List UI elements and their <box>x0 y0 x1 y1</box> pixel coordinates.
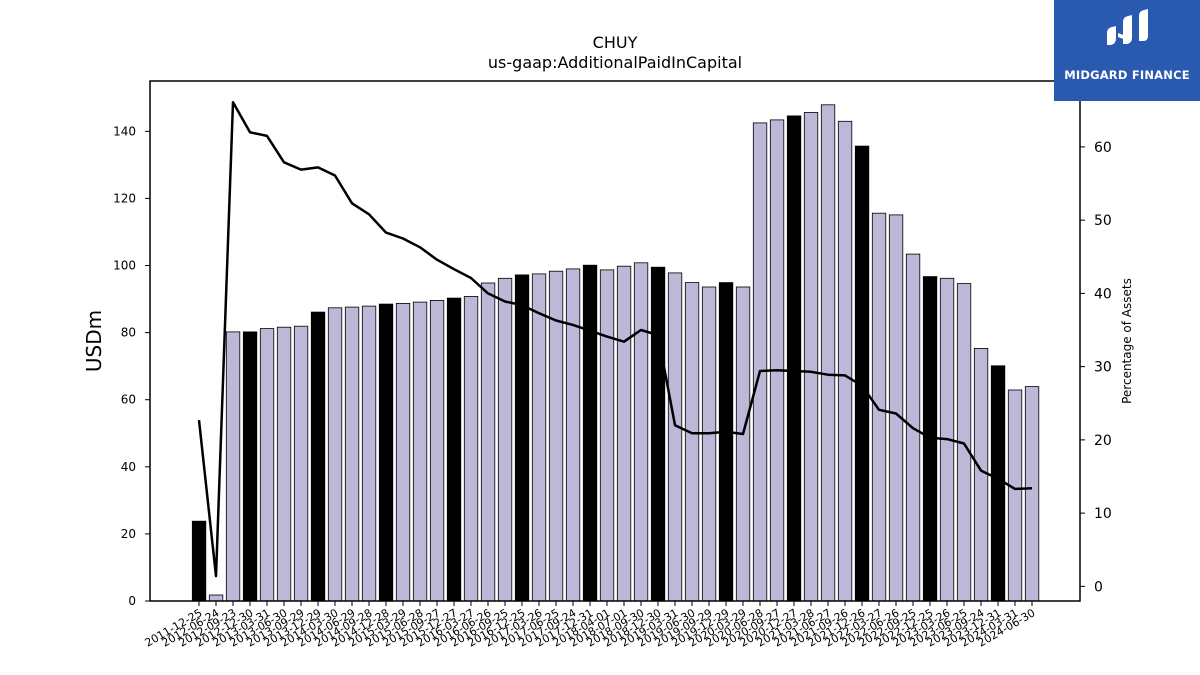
bar <box>973 347 989 602</box>
bar <box>650 266 666 602</box>
bar <box>820 104 836 602</box>
y2-tick-label: 60 <box>1094 140 1112 156</box>
bar <box>514 274 530 602</box>
bar <box>565 268 581 602</box>
plot-frame <box>149 80 1081 602</box>
y-tick-label: 0 <box>128 594 136 608</box>
y2-axis-label: Percentage of Assets <box>1120 278 1134 404</box>
y-tick-label: 40 <box>121 460 136 474</box>
bar <box>191 520 207 602</box>
bar <box>344 306 360 602</box>
y-axis-label: USDm <box>82 310 106 372</box>
bar <box>582 264 598 602</box>
bar <box>395 302 411 602</box>
bar <box>463 295 479 602</box>
bar <box>531 273 547 602</box>
percentage-line <box>197 100 1033 578</box>
bar <box>684 282 700 602</box>
midgard-mark-icon <box>1107 9 1148 45</box>
bar <box>599 269 615 602</box>
bar <box>361 305 377 602</box>
bar <box>871 212 887 602</box>
y2-tick-label: 0 <box>1094 579 1103 595</box>
bar <box>752 122 768 602</box>
y2-tick-label: 10 <box>1094 506 1112 522</box>
bar <box>633 262 649 602</box>
bar <box>803 112 819 602</box>
bar <box>718 282 734 602</box>
bar <box>259 328 275 602</box>
y-tick-label: 80 <box>121 326 136 340</box>
bar <box>701 286 717 602</box>
bar <box>293 325 309 602</box>
bar <box>310 311 326 602</box>
bar <box>412 301 428 602</box>
bar <box>1024 386 1040 602</box>
bar <box>497 277 513 602</box>
chart-title: CHUY <box>593 33 638 52</box>
y-tick-label: 140 <box>113 124 136 138</box>
bar <box>480 282 496 602</box>
bar <box>616 265 632 602</box>
bar <box>888 214 904 602</box>
bar-series <box>191 104 1040 602</box>
logo-text: MIDGARD FINANCE <box>1064 68 1190 82</box>
chart-subtitle: us-gaap:AdditionalPaidInCapital <box>488 53 742 72</box>
y2-tick-label: 50 <box>1094 213 1112 229</box>
bar <box>786 115 802 602</box>
y-tick-label: 60 <box>121 393 136 407</box>
y2-tick-label: 40 <box>1094 286 1112 302</box>
right-axis: 0 10 20 30 40 50 60 <box>1080 140 1112 595</box>
bar <box>225 331 241 602</box>
bar <box>327 307 343 602</box>
y2-tick-label: 20 <box>1094 433 1112 449</box>
bar <box>276 326 292 602</box>
bar <box>837 120 853 602</box>
brand-logo: MIDGARD FINANCE <box>1054 0 1200 101</box>
bar <box>990 365 1006 602</box>
bar <box>1007 389 1023 602</box>
line-series <box>197 100 1033 578</box>
bar <box>208 594 224 602</box>
y2-tick-label: 30 <box>1094 360 1112 376</box>
left-axis: 0 20 40 60 80 100 120 140 <box>113 124 150 608</box>
y-tick-label: 20 <box>121 527 136 541</box>
bar <box>242 331 258 602</box>
bar <box>735 286 751 602</box>
bar <box>667 272 683 602</box>
x-axis: 2011-12-252012-06-242012-09-232012-12-30… <box>143 601 1038 650</box>
bar <box>769 119 785 602</box>
bar <box>854 145 870 602</box>
bar <box>429 299 445 602</box>
y-tick-label: 100 <box>113 259 136 273</box>
bar <box>446 297 462 602</box>
y-tick-label: 120 <box>113 191 136 205</box>
bar <box>378 303 394 602</box>
